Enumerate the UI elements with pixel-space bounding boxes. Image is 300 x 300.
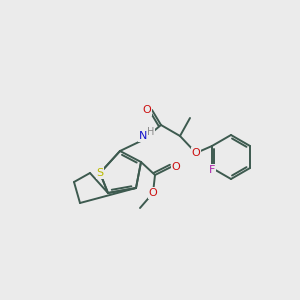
- Text: O: O: [142, 105, 152, 115]
- Text: H: H: [147, 127, 155, 137]
- Text: N: N: [139, 131, 147, 141]
- Text: S: S: [96, 168, 103, 178]
- Text: O: O: [192, 148, 200, 158]
- Text: O: O: [172, 162, 180, 172]
- Text: O: O: [148, 188, 158, 198]
- Text: F: F: [209, 165, 215, 175]
